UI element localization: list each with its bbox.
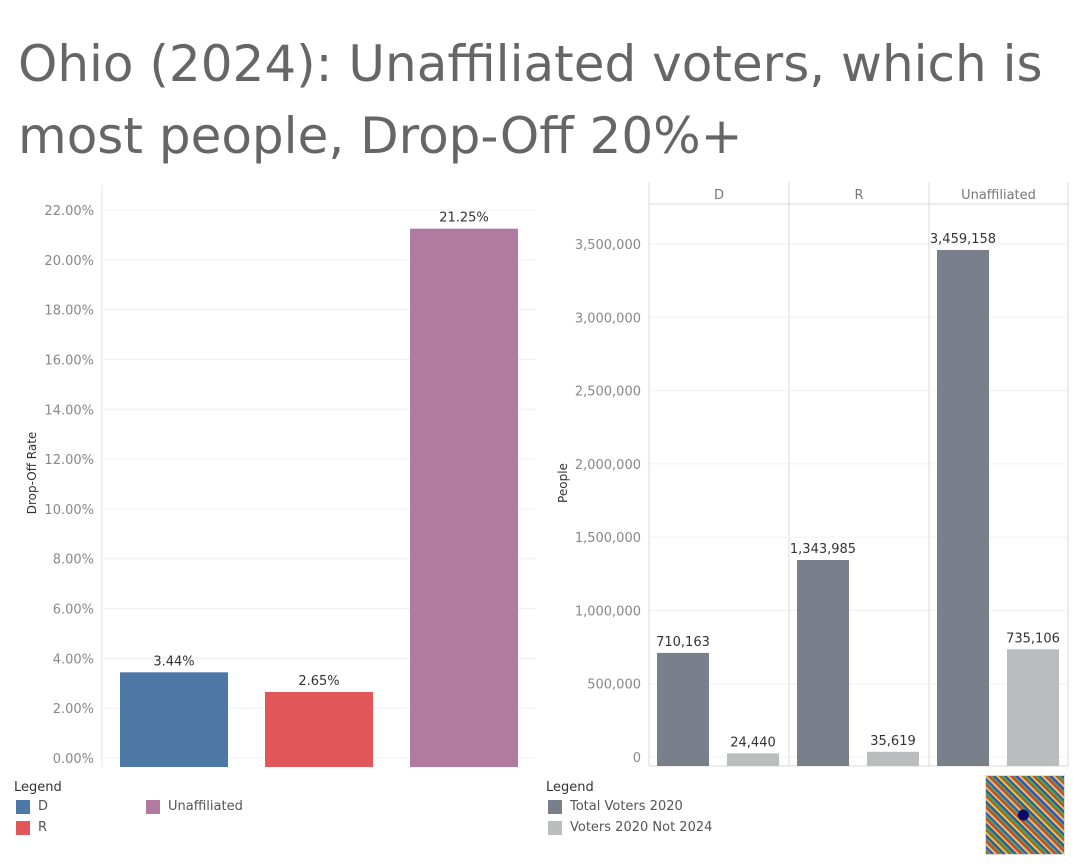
bar-r-series-0 — [797, 560, 849, 766]
y-tick-label: 8.00% — [53, 553, 94, 568]
y-tick-label: 14.00% — [44, 403, 94, 418]
legend-label-total-voters: Total Voters 2020 — [570, 799, 683, 814]
y-tick-label: 16.00% — [44, 353, 94, 368]
people-chart: D R Unaffiliated 0 500,000 1,000,000 1,500,000… — [556, 182, 1069, 767]
y-tick-label: 3,500,000 — [575, 238, 641, 253]
legend-item-not-2024: Voters 2020 Not 2024 — [548, 820, 712, 835]
page-title: Ohio (2024): Unaffiliated voters, which … — [18, 35, 1043, 165]
data-label: 735,106 — [1006, 631, 1060, 646]
y-tick-label: 1,000,000 — [575, 604, 641, 619]
y-tick-label: 3,000,000 — [575, 311, 641, 326]
legend-swatch-r — [16, 820, 30, 835]
data-label: 2.65% — [298, 674, 339, 689]
y-tick-label: 18.00% — [44, 304, 94, 319]
y-tick-label: 1,500,000 — [575, 531, 641, 546]
legend-label-not-2024: Voters 2020 Not 2024 — [570, 820, 713, 835]
data-label: 3,459,158 — [930, 232, 996, 247]
bar-d-series-0 — [657, 652, 709, 766]
pane-header-r: R — [854, 188, 863, 203]
legend-right-title: Legend — [546, 780, 594, 795]
y-tick-label: 20.00% — [44, 254, 94, 269]
y-tick-label: 2,000,000 — [575, 458, 641, 473]
y-tick-label: 12.00% — [44, 453, 94, 468]
y-tick-label: 2.00% — [53, 702, 94, 717]
bar-unaffiliated-series-1 — [1007, 649, 1059, 766]
y-axis-label: Drop-Off Rate — [25, 432, 39, 515]
bar-d-series-1 — [727, 753, 779, 766]
data-label: 21.25% — [439, 211, 489, 226]
data-label: 1,343,985 — [790, 542, 856, 557]
legend-swatch-total-voters — [548, 799, 562, 814]
y-tick-label: 0 — [633, 751, 641, 766]
pane-header-d: D — [714, 188, 724, 203]
y-tick-label: 0.00% — [53, 752, 94, 767]
y-tick-label: 2,500,000 — [575, 385, 641, 400]
data-label: 24,440 — [730, 735, 776, 750]
data-label: 710,163 — [656, 635, 710, 650]
y-tick-label: 6.00% — [53, 603, 94, 618]
drop-off-rate-chart: 0.00% 2.00% 4.00% 6.00% 8.00% 10.00% 12.00% 14.… — [25, 185, 536, 767]
legend-swatch-unaffiliated — [146, 799, 160, 814]
bar-r — [265, 691, 373, 767]
y-tick-label: 500,000 — [587, 678, 641, 693]
legend-label-unaffiliated: Unaffiliated — [168, 799, 243, 814]
legend-swatch-not-2024 — [548, 820, 562, 835]
pane-header-unaffiliated: Unaffiliated — [961, 188, 1036, 203]
y-tick-label: 10.00% — [44, 503, 94, 518]
legend-item-d: D — [16, 799, 48, 814]
legend-item-unaffiliated: Unaffiliated — [146, 799, 243, 814]
y-axis-label: People — [556, 463, 570, 503]
bar-d — [120, 672, 228, 767]
legend-label-d: D — [38, 799, 49, 814]
bar-r-series-1 — [867, 751, 919, 766]
y-tick-label: 4.00% — [53, 652, 94, 667]
legend-label-r: R — [38, 820, 48, 835]
legend-swatch-d — [16, 799, 30, 814]
map-thumbnail-image — [985, 775, 1065, 855]
bar-unaffiliated-series-0 — [937, 249, 989, 766]
legend-left-title: Legend — [14, 780, 62, 795]
bar-unaffiliated — [410, 228, 518, 767]
legend-item-r: R — [16, 820, 47, 835]
data-label: 3.44% — [153, 654, 194, 669]
legend-item-total-voters: Total Voters 2020 — [548, 799, 683, 814]
y-tick-label: 22.00% — [44, 204, 94, 219]
data-label: 35,619 — [870, 734, 916, 749]
